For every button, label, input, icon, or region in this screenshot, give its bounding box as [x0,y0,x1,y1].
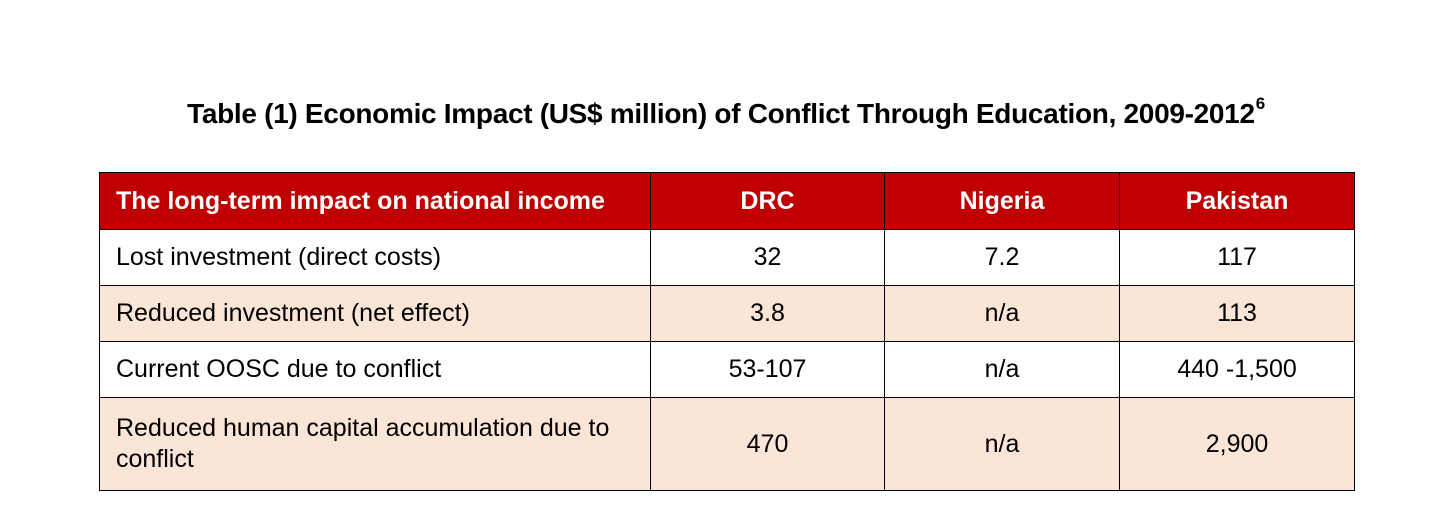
table-title-text: Table (1) Economic Impact (US$ million) … [187,98,1255,129]
header-impact-category: The long-term impact on national income [99,172,651,230]
table-header-row: The long-term impact on national income … [99,172,1355,230]
row-label: Reduced investment (net effect) [99,285,651,342]
table-row: Reduced investment (net effect) 3.8 n/a … [99,285,1355,342]
cell-pakistan: 440 -1,500 [1119,341,1355,398]
cell-nigeria: n/a [884,341,1120,398]
footnote-marker: 6 [1255,94,1265,113]
table-row: Current OOSC due to conflict 53-107 n/a … [99,341,1355,398]
header-pakistan: Pakistan [1119,172,1355,230]
cell-pakistan: 117 [1119,229,1355,286]
cell-drc: 470 [650,397,885,491]
cell-pakistan: 113 [1119,285,1355,342]
cell-pakistan: 2,900 [1119,397,1355,491]
row-label: Current OOSC due to conflict [99,341,651,398]
table-title: Table (1) Economic Impact (US$ million) … [0,94,1452,130]
economic-impact-table: The long-term impact on national income … [99,172,1355,491]
cell-drc: 53-107 [650,341,885,398]
cell-nigeria: 7.2 [884,229,1120,286]
cell-nigeria: n/a [884,285,1120,342]
cell-drc: 3.8 [650,285,885,342]
header-drc: DRC [650,172,885,230]
table-row: Lost investment (direct costs) 32 7.2 11… [99,229,1355,286]
header-nigeria: Nigeria [884,172,1120,230]
table-row: Reduced human capital accumulation due t… [99,397,1355,491]
row-label: Lost investment (direct costs) [99,229,651,286]
cell-nigeria: n/a [884,397,1120,491]
row-label: Reduced human capital accumulation due t… [99,397,651,491]
cell-drc: 32 [650,229,885,286]
